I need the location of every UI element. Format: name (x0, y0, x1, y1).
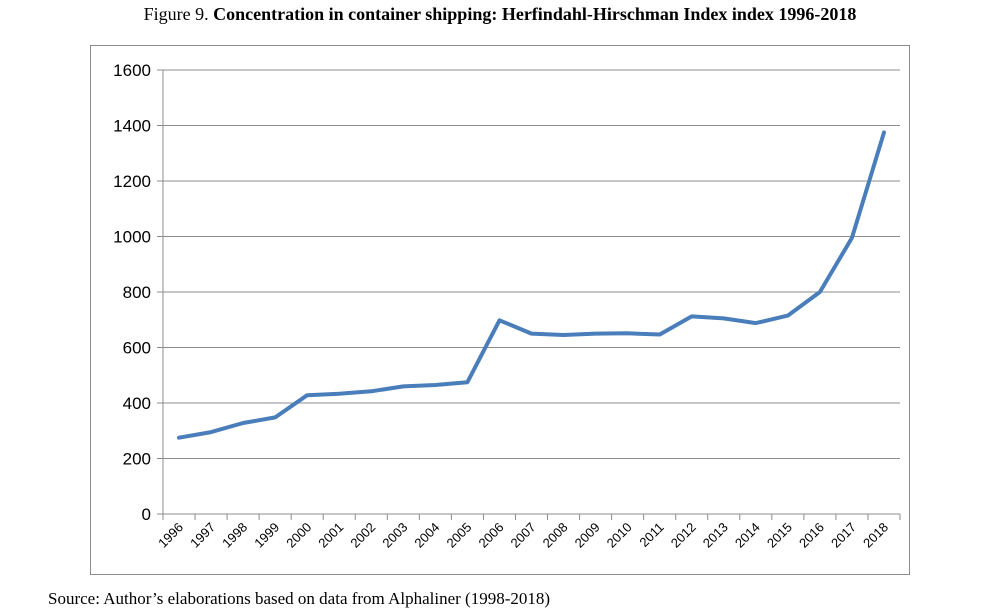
data-point (433, 383, 437, 387)
data-point (305, 393, 309, 397)
y-tick-label: 1200 (113, 172, 151, 191)
x-tick-label: 2010 (604, 520, 635, 551)
x-tick-label: 2008 (540, 520, 571, 551)
data-point (626, 331, 630, 335)
figure-number: Figure 9. (143, 4, 209, 24)
data-point (273, 415, 277, 419)
x-tick-label: 2012 (668, 520, 699, 551)
y-tick-label: 1400 (113, 117, 151, 136)
data-point (177, 436, 181, 440)
x-tick-label: 1996 (155, 520, 186, 551)
x-tick-label: 1998 (219, 520, 250, 551)
data-point (209, 430, 213, 434)
data-point (594, 332, 598, 336)
x-tick-label: 2011 (636, 520, 666, 550)
x-tick-label: 1997 (187, 520, 218, 551)
x-tick-label: 2015 (764, 520, 795, 551)
y-tick-label: 800 (123, 283, 151, 302)
data-point (818, 290, 822, 294)
x-tick-label: 2017 (828, 520, 859, 551)
x-tick-label: 2000 (283, 520, 314, 551)
data-point (497, 318, 501, 322)
x-tick-label: 2004 (411, 520, 442, 551)
x-tick-label: 2016 (796, 520, 827, 551)
x-tick-label: 2005 (443, 520, 474, 551)
x-tick-label: 2007 (508, 520, 539, 551)
source-text: Author’s elaborations based on data from… (103, 589, 551, 608)
data-point (562, 333, 566, 337)
x-tick-label: 2014 (732, 520, 763, 551)
y-tick-label: 400 (123, 394, 151, 413)
x-tick-label: 2002 (347, 520, 378, 551)
chart-frame (90, 45, 910, 575)
source-note: Source: Author’s elaborations based on d… (48, 588, 550, 610)
y-tick-label: 200 (123, 450, 151, 469)
data-point (882, 130, 886, 134)
data-point (722, 316, 726, 320)
data-point (658, 332, 662, 336)
x-tick-label: 2006 (476, 520, 507, 551)
data-point (754, 321, 758, 325)
data-point (337, 392, 341, 396)
series-line (177, 130, 886, 440)
data-point (690, 314, 694, 318)
y-tick-label: 1000 (113, 228, 151, 247)
x-tick-label: 2009 (572, 520, 603, 551)
data-point (465, 380, 469, 384)
x-tick-label: 2013 (700, 520, 731, 551)
y-tick-label: 600 (123, 339, 151, 358)
data-point (241, 421, 245, 425)
data-point (786, 314, 790, 318)
data-point (369, 389, 373, 393)
figure-title: Concentration in container shipping: Her… (213, 4, 857, 24)
data-point (530, 332, 533, 336)
y-tick-label: 1600 (113, 61, 151, 80)
x-tick-label: 2001 (315, 520, 346, 551)
data-point (850, 236, 854, 240)
source-label: Source: (48, 589, 100, 608)
x-tick-label: 1999 (251, 520, 282, 551)
y-tick-label: 0 (142, 505, 151, 524)
figure-caption: Figure 9. Concentration in container shi… (0, 2, 1000, 26)
x-tick-label: 2003 (379, 520, 410, 551)
x-tick-label: 2018 (860, 520, 891, 551)
data-point (401, 384, 405, 388)
